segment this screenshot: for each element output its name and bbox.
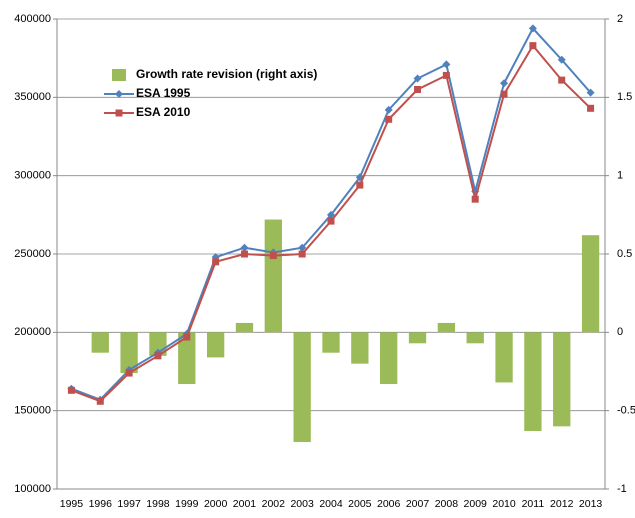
x-tick-label: 2008 (435, 498, 459, 510)
y2-tick-label: 0.5 (617, 248, 632, 260)
legend-label: ESA 1995 (136, 86, 191, 100)
x-tick-label: 2001 (233, 498, 257, 510)
marker (356, 181, 364, 189)
marker (154, 352, 162, 360)
marker (384, 105, 393, 114)
y2-tick-label: 2 (617, 13, 623, 25)
marker (298, 243, 307, 252)
bar (351, 332, 369, 364)
bar (437, 322, 456, 333)
bar (264, 219, 282, 333)
legend-label: Growth rate revision (right axis) (136, 67, 317, 81)
x-tick-label: 2007 (406, 498, 430, 510)
bar (524, 332, 542, 432)
y-tick-label: 250000 (14, 248, 51, 260)
bar (322, 332, 340, 353)
bar (408, 332, 427, 344)
marker (327, 210, 335, 219)
marker (67, 386, 75, 394)
y-tick-label: 400000 (14, 13, 51, 25)
marker (327, 217, 335, 225)
marker (414, 86, 422, 93)
marker (269, 252, 277, 260)
marker (442, 71, 450, 79)
marker (240, 250, 248, 258)
marker (183, 333, 191, 341)
x-tick-label: 1998 (146, 498, 170, 510)
marker (500, 79, 509, 88)
y2-tick-label: 1.5 (617, 91, 632, 103)
x-tick-label: 2000 (204, 498, 228, 510)
legend-swatch (112, 69, 126, 81)
x-tick-label: 1996 (89, 498, 113, 510)
x-tick-label: 1995 (60, 498, 84, 510)
bar (120, 332, 138, 374)
bar (495, 332, 513, 383)
y-tick-label: 300000 (14, 170, 51, 182)
y2-tick-label: 0 (617, 326, 623, 338)
marker (413, 74, 422, 83)
bar (581, 235, 600, 333)
marker (298, 250, 306, 258)
x-tick-label: 2005 (348, 498, 372, 510)
y-tick-label: 350000 (14, 91, 51, 103)
marker (96, 397, 104, 405)
bar (206, 332, 225, 358)
y-tick-label: 150000 (14, 405, 51, 417)
x-tick-label: 2009 (464, 498, 488, 510)
x-tick-label: 2002 (262, 498, 286, 510)
bar (553, 332, 571, 427)
marker (586, 88, 595, 97)
marker (240, 243, 249, 252)
bar (466, 332, 484, 344)
legend-label: ESA 2010 (136, 105, 191, 119)
bar (91, 332, 109, 353)
x-tick-label: 2004 (319, 498, 343, 510)
marker (442, 60, 451, 69)
x-tick-label: 2010 (492, 498, 516, 510)
marker (125, 369, 133, 377)
x-tick-label: 2003 (290, 498, 314, 510)
x-tick-label: 2006 (377, 498, 401, 510)
marker (558, 76, 566, 84)
marker (528, 24, 537, 33)
marker (500, 90, 508, 98)
legend-swatch (115, 109, 123, 117)
x-tick-label: 2013 (579, 498, 603, 510)
marker (529, 42, 537, 50)
marker (212, 258, 220, 266)
marker (587, 104, 595, 112)
x-tick-label: 2012 (550, 498, 574, 510)
legend-swatch (115, 90, 123, 98)
y-tick-label: 200000 (14, 326, 51, 338)
y-tick-label: 100000 (14, 483, 51, 495)
y2-tick-label: 1 (617, 170, 623, 182)
bar (235, 322, 254, 333)
bar (380, 332, 398, 385)
x-tick-label: 1997 (117, 498, 141, 510)
y2-tick-label: -0.5 (617, 405, 635, 417)
x-tick-label: 2011 (522, 498, 545, 510)
y2-tick-label: -1 (617, 483, 627, 495)
bar (178, 332, 196, 385)
marker (557, 55, 566, 64)
marker (471, 195, 479, 203)
marker (385, 115, 393, 123)
x-tick-label: 1999 (175, 498, 199, 510)
bar (293, 332, 311, 442)
